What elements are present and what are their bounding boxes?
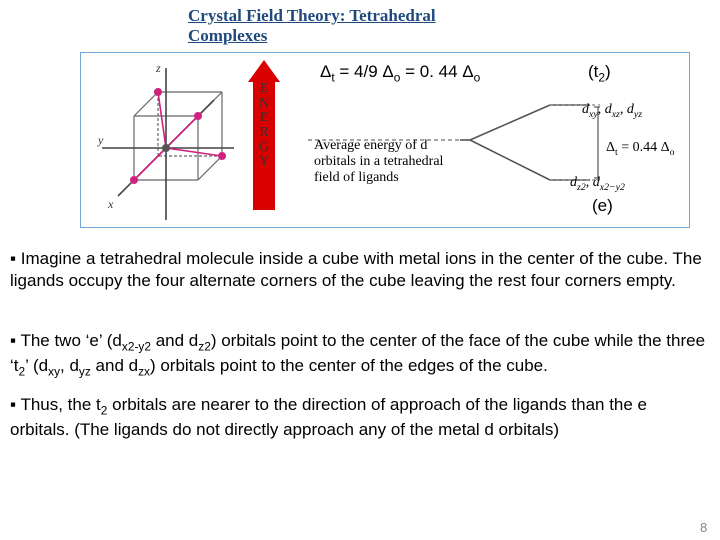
t2-orbitals-label: dxy, dxz, dyz bbox=[582, 102, 642, 120]
delta-t-splitting-label: Δt = 0.44 Δo bbox=[606, 140, 675, 158]
bullet-paragraph-2: ▪ The two ‘e’ (dx2-y2 and dz2) orbitals … bbox=[10, 330, 710, 380]
arrow-head-icon bbox=[248, 60, 280, 82]
bullet-paragraph-1: ▪ Imagine a tetrahedral molecule inside … bbox=[10, 248, 710, 292]
slide-title: Crystal Field Theory: Tetrahedral Comple… bbox=[188, 6, 468, 46]
tetrahedron-cube-diagram: z y x bbox=[88, 60, 238, 225]
average-energy-caption: Average energy of d orbitals in a tetrah… bbox=[314, 138, 443, 186]
bullet-paragraph-3: ▪ Thus, the t2 orbitals are nearer to th… bbox=[10, 394, 710, 441]
energy-arrow: ENERGY bbox=[248, 60, 280, 210]
e-orbitals-label: dz2, dx2−y2 bbox=[570, 175, 625, 193]
page-number: 8 bbox=[700, 520, 707, 535]
t2-label: (t2) bbox=[588, 62, 611, 84]
arrow-shaft: ENERGY bbox=[253, 82, 275, 210]
svg-text:z: z bbox=[155, 61, 161, 75]
slide: Crystal Field Theory: Tetrahedral Comple… bbox=[0, 0, 720, 540]
delta-t-equation: Δt = 4/9 Δo = 0. 44 Δo bbox=[320, 62, 480, 84]
svg-text:y: y bbox=[97, 133, 104, 147]
svg-text:x: x bbox=[107, 197, 114, 211]
